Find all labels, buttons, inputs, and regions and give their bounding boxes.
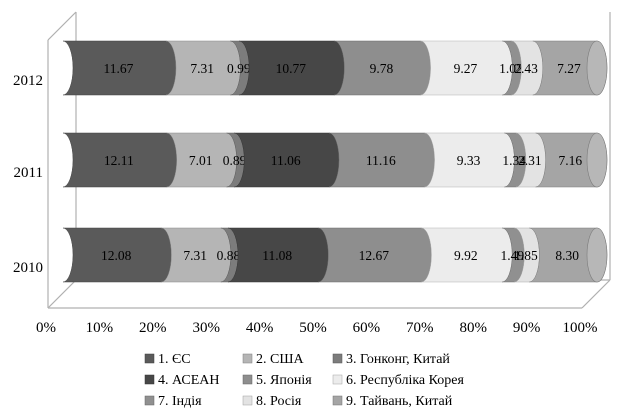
data-label-2011-s4: 11.06 <box>271 153 301 168</box>
x-axis-tick-labels: 0% 10% 20% 30% 40% 50% 60% 70% 80% 90% 100% <box>36 320 598 336</box>
data-label-2010-s3: 0.88 <box>217 248 241 263</box>
category-label-2011: 2011 <box>14 165 43 181</box>
x-tick-label: 10% <box>86 320 114 336</box>
legend-swatch <box>144 353 155 364</box>
x-tick-label: 90% <box>513 320 541 336</box>
data-label-2012-s3: 0.99 <box>227 61 251 76</box>
bar-2011: 12.11 7.01 0.89 11.06 11.16 9.33 1.342.31 7.16 <box>62 132 608 188</box>
category-label-2010: 2010 <box>13 260 43 276</box>
x-tick-label: 100% <box>563 320 598 336</box>
bar-end-cap-2012 <box>586 40 608 96</box>
legend-item-9: 9. Тайвань, Китай <box>332 394 453 409</box>
side-wall-top-edge <box>47 11 77 41</box>
legend-swatch <box>144 374 155 385</box>
data-label-2012-s6: 9.27 <box>454 61 478 76</box>
legend-swatch <box>332 374 343 385</box>
data-label-2011-s5: 11.16 <box>366 153 396 168</box>
legend-item-7: 7. Індія <box>144 394 202 409</box>
data-label-2011-s7: 1.34 <box>502 153 526 168</box>
legend-label: 4. АСЕАН <box>158 373 220 388</box>
x-tick-label: 30% <box>192 320 220 336</box>
legend-swatch <box>242 353 253 364</box>
legend-item-8: 8. Росія <box>242 394 302 409</box>
bar-end-cap-2011 <box>586 132 608 188</box>
legend-swatch <box>332 353 343 364</box>
legend-item-2: 2. США <box>242 352 304 367</box>
data-label-2011-s3: 0.89 <box>223 153 247 168</box>
data-label-2011-s1: 12.11 <box>104 153 134 168</box>
data-label-2010-s8: 1.85 <box>514 248 538 263</box>
floor-left-edge <box>47 279 77 309</box>
data-label-2011-s2: 7.01 <box>189 153 213 168</box>
data-label-2012-s9: 7.27 <box>557 61 581 76</box>
legend-item-6: 6. Республіка Корея <box>332 373 464 388</box>
legend-swatch <box>332 395 343 406</box>
x-tick-label: 0% <box>36 320 56 336</box>
data-label-2010-s6: 9.92 <box>454 248 478 263</box>
bars-layer: 12.08 7.31 0.88 11.08 12.67 9.92 1.491.85 8.301… <box>62 40 608 283</box>
x-tick-label: 20% <box>139 320 167 336</box>
data-label-2011-s6: 9.33 <box>457 153 481 168</box>
legend-label: 5. Японія <box>256 373 312 388</box>
legend-label: 6. Республіка Корея <box>346 373 464 388</box>
legend-item-5: 5. Японія <box>242 373 312 388</box>
data-label-2012-s2: 7.31 <box>190 61 214 76</box>
legend-label: 7. Індія <box>158 394 202 409</box>
data-label-2012-s7: 1.02 <box>499 61 523 76</box>
data-label-2010-s5: 12.67 <box>359 248 390 263</box>
data-label-2011-s8: 2.31 <box>518 153 542 168</box>
x-tick-label: 80% <box>459 320 487 336</box>
data-label-2010-s1: 12.08 <box>101 248 132 263</box>
legend-swatch <box>242 374 253 385</box>
x-tick-label: 70% <box>406 320 434 336</box>
data-label-2010-s2: 7.31 <box>183 248 207 263</box>
legend-swatch <box>242 395 253 406</box>
bar-end-cap-2010 <box>586 227 608 283</box>
legend: 1. ЄС 2. США 3. Гонконг, Китай 4. АСЕАН 5. Я… <box>144 352 464 409</box>
floor-right-edge <box>581 279 611 309</box>
data-label-2012-s8: 2.43 <box>514 61 538 76</box>
legend-swatch <box>144 395 155 406</box>
legend-label: 9. Тайвань, Китай <box>346 394 453 409</box>
legend-item-3: 3. Гонконг, Китай <box>332 352 450 367</box>
legend-item-4: 4. АСЕАН <box>144 373 220 388</box>
data-label-2012-s1: 11.67 <box>104 61 134 76</box>
legend-label: 1. ЄС <box>158 352 191 367</box>
x-tick-label: 50% <box>299 320 327 336</box>
legend-label: 8. Росія <box>256 394 302 409</box>
data-label-2010-s7: 1.49 <box>500 248 524 263</box>
data-label-2011-s9: 7.16 <box>559 153 583 168</box>
data-label-2012-s4: 10.77 <box>276 61 307 76</box>
legend-item-1: 1. ЄС <box>144 352 191 367</box>
data-label-2012-s5: 9.78 <box>370 61 394 76</box>
category-label-2012: 2012 <box>13 73 43 89</box>
data-label-2010-s9: 8.30 <box>555 248 579 263</box>
legend-label: 3. Гонконг, Китай <box>346 352 450 367</box>
category-labels: 2010 2011 2012 <box>13 73 43 276</box>
data-label-2010-s4: 11.08 <box>262 248 292 263</box>
legend-label: 2. США <box>256 352 304 367</box>
bar-2010: 12.08 7.31 0.88 11.08 12.67 9.92 1.491.85 8.30 <box>62 227 608 283</box>
x-tick-label: 40% <box>246 320 274 336</box>
bar-2012: 11.67 7.31 0.99 10.77 9.78 9.27 1.022.43 7.27 <box>62 40 608 96</box>
x-tick-label: 60% <box>353 320 381 336</box>
